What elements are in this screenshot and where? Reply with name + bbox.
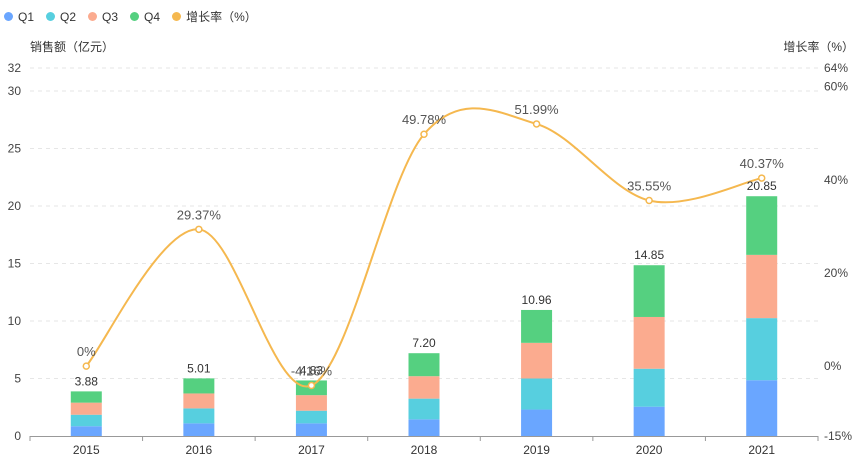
bar-q2-2019[interactable]	[521, 378, 553, 410]
bar-q3-2017[interactable]	[295, 395, 327, 411]
bar-q3-2016[interactable]	[183, 393, 215, 409]
bar-q1-2018[interactable]	[408, 419, 440, 436]
legend-q4-label: Q4	[144, 9, 161, 24]
bar-q3-2015[interactable]	[70, 402, 102, 415]
bar-q2-2020[interactable]	[633, 368, 665, 407]
bar-q1-2017[interactable]	[295, 423, 327, 436]
growth-rate-point[interactable]	[195, 225, 203, 234]
y-left-tick-label: 0	[14, 429, 21, 443]
growth-rate-point[interactable]	[82, 362, 91, 370]
bar-q1-2016[interactable]	[183, 423, 215, 436]
y-left-tick-label: 15	[8, 257, 22, 271]
bar-total-label: 4.83	[300, 363, 324, 377]
legend-item-q4[interactable]: Q4	[130, 8, 160, 25]
bar-q3-2020[interactable]	[633, 316, 665, 369]
x-tick-label: 2018	[411, 443, 438, 457]
bar-q1-2021[interactable]	[746, 380, 778, 436]
y-right-tick-label: 64%	[824, 61, 848, 75]
y-right-tick-label: -15%	[824, 429, 852, 443]
growth-rate-point[interactable]	[757, 174, 766, 182]
legend: Q1 Q2 Q3 Q4 增长率（%）	[4, 8, 257, 25]
growth-rate-label: 51.99%	[515, 102, 560, 117]
growth-rate-label: 40.37%	[740, 156, 785, 171]
growth-rate-label: 35.55%	[627, 179, 672, 194]
growth-rate-label: 29.37%	[177, 207, 222, 222]
bar-q2-2016[interactable]	[183, 408, 215, 424]
bar-q4-2015[interactable]	[70, 391, 102, 403]
growth-rate-label: 0%	[77, 344, 96, 359]
growth-rate-point[interactable]	[532, 120, 541, 128]
bar-total-label: 14.85	[634, 248, 664, 262]
bar-q4-2016[interactable]	[183, 378, 215, 394]
x-tick-label: 2019	[523, 443, 550, 457]
bar-q3-2021[interactable]	[746, 254, 778, 319]
y-left-tick-label: 10	[8, 314, 22, 328]
bar-q3-2018[interactable]	[408, 376, 440, 399]
legend-growth-dot-icon	[172, 12, 182, 21]
y-left-tick-label: 20	[8, 199, 22, 213]
legend-item-q2[interactable]: Q2	[46, 8, 76, 25]
growth-rate-label: -4.16%	[291, 364, 333, 379]
bar-total-label: 10.96	[522, 293, 552, 307]
y-left-tick-label: 25	[8, 142, 22, 156]
bar-total-label: 3.88	[75, 374, 99, 388]
growth-rate-point[interactable]	[645, 196, 653, 205]
bar-q1-2015[interactable]	[70, 426, 102, 436]
legend-q2-label: Q2	[60, 9, 77, 24]
legend-item-q3[interactable]: Q3	[88, 8, 118, 25]
legend-q4-dot-icon	[130, 12, 140, 21]
growth-rate-point[interactable]	[307, 381, 316, 390]
y-right-tick-label: 60%	[824, 80, 848, 94]
bar-q2-2017[interactable]	[295, 410, 327, 424]
bar-q3-2019[interactable]	[521, 342, 553, 379]
x-tick-label: 2016	[186, 443, 213, 457]
bar-q1-2020[interactable]	[633, 406, 665, 436]
y-axis-right-title: 增长率（%）	[783, 40, 854, 54]
x-tick-label: 2021	[748, 443, 775, 457]
bar-total-label: 7.20	[412, 336, 436, 350]
y-left-tick-label: 32	[8, 61, 22, 75]
legend-q3-label: Q3	[102, 9, 119, 24]
y-right-tick-label: 0%	[824, 359, 842, 373]
y-left-tick-label: 5	[14, 372, 21, 386]
x-tick-label: 2020	[636, 443, 663, 457]
bar-q4-2020[interactable]	[633, 265, 665, 317]
legend-q1-dot-icon	[4, 12, 13, 21]
bar-q2-2021[interactable]	[746, 318, 778, 381]
bar-q1-2019[interactable]	[521, 409, 553, 436]
y-left-tick-label: 30	[8, 84, 22, 98]
bar-q4-2019[interactable]	[521, 309, 553, 343]
y-axis-left-title: 销售额（亿元）	[30, 40, 115, 54]
bar-total-label: 5.01	[187, 361, 211, 375]
y-right-tick-label: 20%	[824, 266, 848, 280]
growth-rate-label: 49.78%	[402, 112, 447, 127]
bar-q2-2015[interactable]	[70, 414, 102, 427]
legend-growth-label: 增长率（%）	[186, 10, 257, 24]
y-right-tick-label: 40%	[824, 173, 848, 187]
legend-q2-dot-icon	[46, 12, 56, 21]
x-tick-label: 2015	[73, 443, 100, 457]
bar-q4-2021[interactable]	[746, 196, 778, 255]
bar-q2-2018[interactable]	[408, 398, 440, 420]
legend-item-growth[interactable]: 增长率（%）	[172, 8, 257, 25]
legend-q3-dot-icon	[88, 12, 98, 21]
legend-q1-label: Q1	[18, 9, 35, 24]
bar-q4-2018[interactable]	[408, 353, 440, 377]
legend-item-q1[interactable]: Q1	[4, 8, 34, 25]
growth-rate-point[interactable]	[420, 130, 428, 138]
bar-total-label: 20.85	[747, 179, 777, 193]
x-tick-label: 2017	[298, 443, 325, 457]
